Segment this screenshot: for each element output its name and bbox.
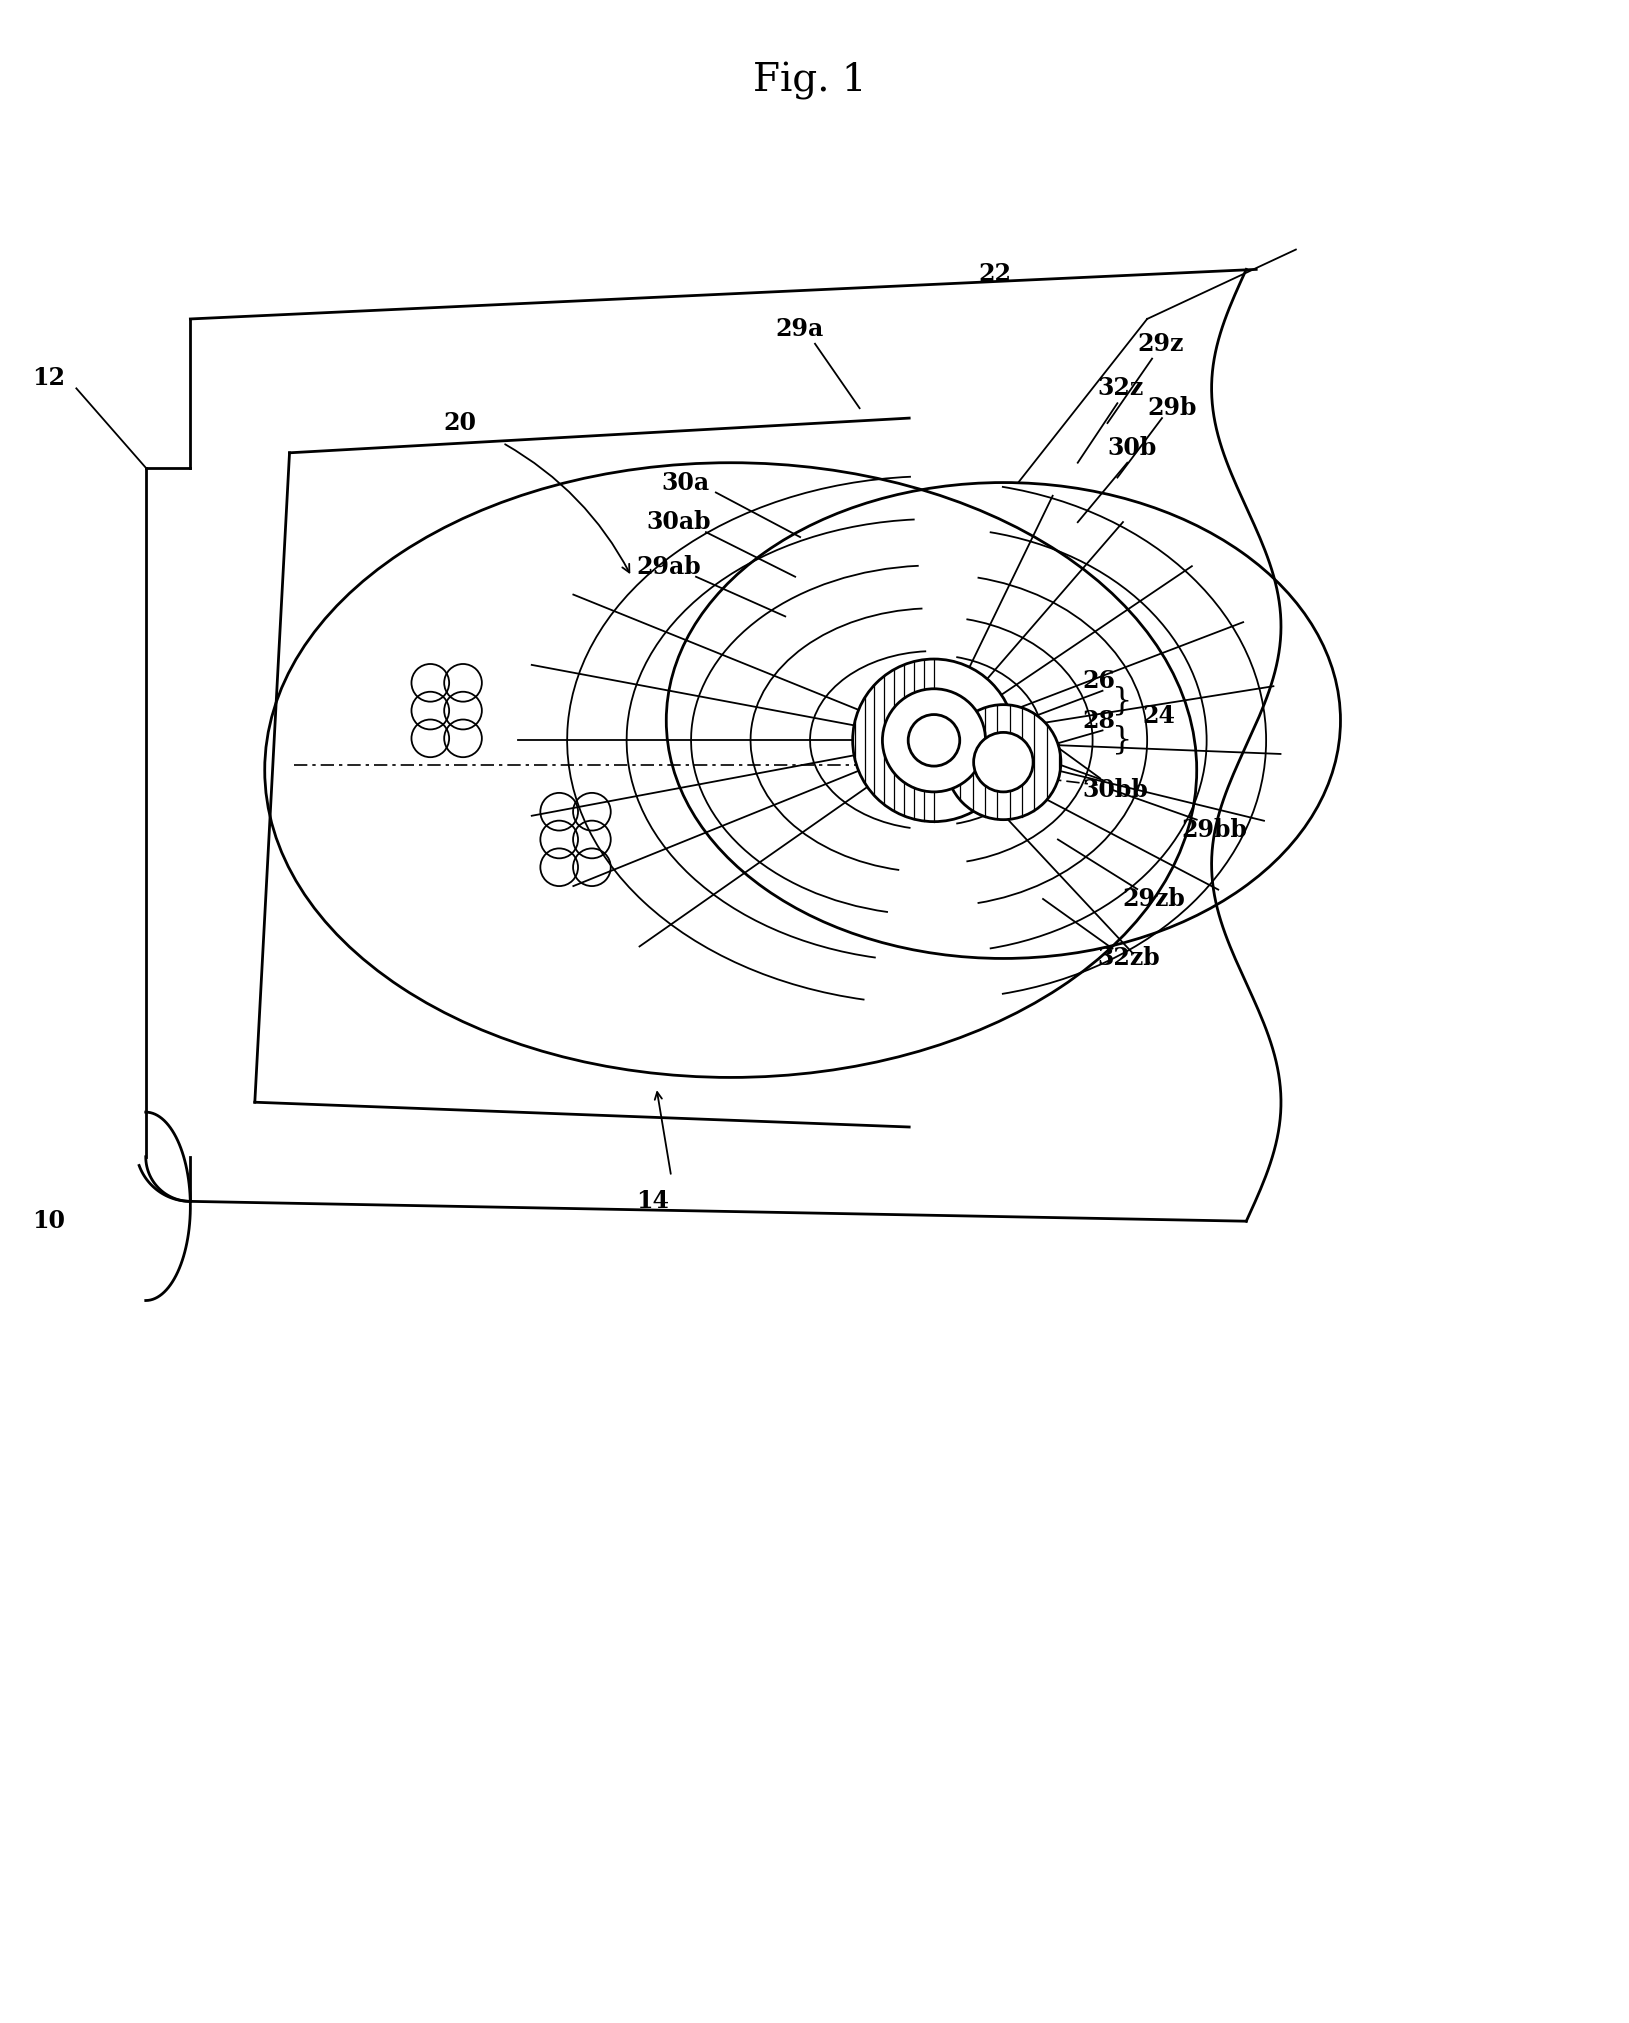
Text: 22: 22	[979, 263, 1012, 287]
Text: 12: 12	[31, 366, 65, 390]
Text: 14: 14	[637, 1190, 670, 1214]
Text: 30b: 30b	[1108, 435, 1157, 459]
Text: 29zb: 29zb	[1122, 886, 1186, 910]
Text: }: }	[1113, 724, 1132, 757]
Text: 29b: 29b	[1147, 397, 1197, 421]
Text: Fig. 1: Fig. 1	[753, 63, 867, 99]
Text: 29bb: 29bb	[1183, 817, 1248, 842]
Text: 26: 26	[1083, 670, 1116, 692]
Circle shape	[974, 732, 1033, 791]
Circle shape	[883, 688, 986, 791]
Text: 30a: 30a	[661, 471, 710, 494]
Text: 28: 28	[1083, 708, 1116, 732]
Text: 24: 24	[1142, 704, 1175, 728]
Text: 10: 10	[31, 1210, 65, 1234]
Text: 30ab: 30ab	[647, 510, 712, 534]
Circle shape	[852, 659, 1015, 821]
Text: 32zb: 32zb	[1098, 947, 1160, 971]
Text: 29ab: 29ab	[637, 554, 700, 579]
Text: 32z: 32z	[1098, 376, 1144, 401]
Circle shape	[946, 704, 1060, 819]
Text: 29a: 29a	[775, 318, 824, 340]
Text: 30bb: 30bb	[1083, 779, 1148, 801]
Circle shape	[909, 714, 959, 767]
Text: 20: 20	[443, 411, 476, 435]
Text: 29z: 29z	[1137, 332, 1184, 356]
Text: }: }	[1113, 686, 1132, 716]
